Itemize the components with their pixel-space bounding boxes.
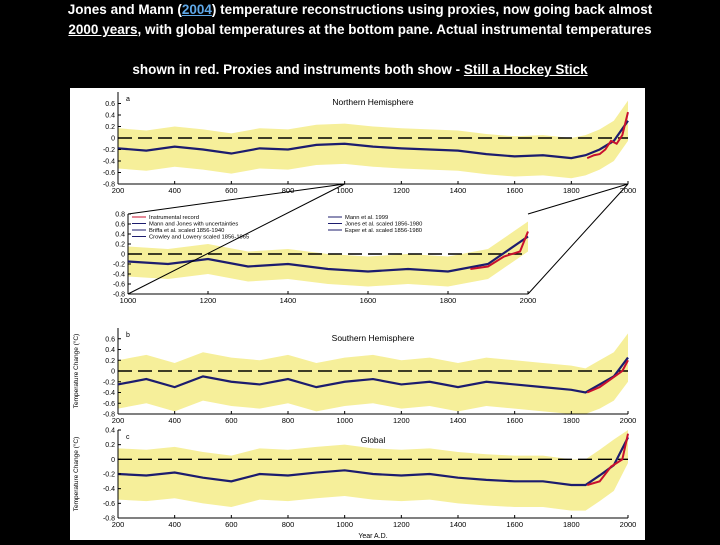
x-tick-label: 1200 — [393, 520, 410, 529]
y-tick-label: 0 — [121, 252, 125, 259]
uncertainty-band — [118, 101, 628, 179]
y-tick-label: 0.6 — [115, 222, 125, 229]
y-tick-label: -0.8 — [103, 412, 115, 419]
y-tick-label: -0.2 — [103, 147, 115, 154]
legend-entry: Mann et al. 1999 — [345, 215, 388, 221]
y-tick-label: -0.6 — [103, 501, 115, 508]
x-tick-label: 800 — [282, 520, 295, 529]
y-tick-label: -0.6 — [103, 170, 115, 177]
y-tick-label: 0.2 — [115, 242, 125, 249]
y-tick-label: 0.2 — [105, 442, 115, 449]
x-tick-label: 1400 — [450, 520, 467, 529]
y-tick-label: 0 — [111, 457, 115, 464]
y-tick-label: -0.2 — [103, 379, 115, 386]
x-tick-label: 400 — [168, 520, 181, 529]
x-tick-label: 1200 — [200, 296, 217, 305]
y-tick-label: -0.2 — [113, 262, 125, 269]
panel-letter: a — [126, 96, 130, 103]
caption-text: shown in red. Proxies and instruments bo… — [132, 62, 464, 77]
x-tick-label: 400 — [168, 186, 181, 195]
legend-entry: Jones et al. scaled 1856-1980 — [345, 222, 422, 228]
x-tick-label: 1800 — [440, 296, 457, 305]
y-tick-label: -0.4 — [113, 272, 125, 279]
y-tick-label: -0.4 — [103, 390, 115, 397]
caption-text: ) temperature reconstructions using prox… — [212, 2, 652, 17]
y-tick-label: -0.2 — [103, 472, 115, 479]
y-tick-label: -0.8 — [103, 182, 115, 189]
uncertainty-band — [118, 333, 628, 414]
legend-entry: Mann and Jones with uncertainties — [149, 222, 238, 228]
panel-title: Global — [361, 435, 386, 445]
y-tick-label: -0.6 — [103, 401, 115, 408]
x-tick-label: 400 — [168, 416, 181, 425]
y-tick-label: -0.4 — [103, 159, 115, 166]
y-tick-label: 0 — [111, 136, 115, 143]
x-tick-label: 2000 — [520, 296, 537, 305]
panel-title: Northern Hemisphere — [332, 97, 414, 107]
y-axis-label: Temperature Change (°C) — [72, 437, 80, 512]
caption-text: Jones and Mann ( — [68, 2, 182, 17]
x-tick-label: 800 — [282, 186, 295, 195]
x-axis-label: Year A.D. — [358, 533, 387, 540]
x-tick-label: 1600 — [360, 296, 377, 305]
caption-text: , with global temperatures at the bottom… — [137, 22, 651, 37]
y-axis-label: Temperature Change (°C) — [72, 334, 80, 409]
x-tick-label: 1000 — [336, 520, 353, 529]
y-tick-label: -0.8 — [103, 516, 115, 523]
x-tick-label: 1400 — [450, 186, 467, 195]
hockey-stick-link[interactable]: Still a Hockey Stick — [464, 62, 588, 77]
x-tick-label: 1800 — [563, 416, 580, 425]
y-tick-label: 0.2 — [105, 124, 115, 131]
x-tick-label: 800 — [282, 416, 295, 425]
y-tick-label: 0 — [111, 369, 115, 376]
y-tick-label: -0.6 — [113, 282, 125, 289]
zoom-connector — [528, 184, 628, 294]
y-tick-label: 0.6 — [105, 101, 115, 108]
legend-entry: Briffa et al. scaled 1856-1940 — [149, 228, 224, 234]
y-tick-label: -0.8 — [113, 292, 125, 299]
x-tick-label: 1600 — [506, 186, 523, 195]
x-tick-label: 1400 — [450, 416, 467, 425]
y-tick-label: 0.4 — [105, 113, 115, 120]
y-tick-label: 0.4 — [115, 232, 125, 239]
panel-title: Southern Hemisphere — [332, 333, 415, 343]
y-tick-label: 0.8 — [115, 212, 125, 219]
y-tick-label: 0.4 — [105, 347, 115, 354]
years-link[interactable]: 2000 years — [68, 22, 137, 37]
x-tick-label: 1600 — [506, 520, 523, 529]
x-tick-label: 1200 — [393, 186, 410, 195]
legend-entry: Esper et al. scaled 1856-1980 — [345, 228, 422, 234]
x-tick-label: 1400 — [280, 296, 297, 305]
x-tick-label: 600 — [225, 520, 238, 529]
y-tick-label: 0.2 — [105, 358, 115, 365]
x-tick-label: 1200 — [393, 416, 410, 425]
caption-line-3: shown in red. Proxies and instruments bo… — [0, 62, 720, 77]
x-tick-label: 2000 — [620, 520, 637, 529]
y-tick-label: 0.4 — [105, 428, 115, 435]
y-tick-label: 0.6 — [105, 336, 115, 343]
year-link[interactable]: 2004 — [182, 2, 212, 17]
x-tick-label: 1000 — [336, 416, 353, 425]
x-tick-label: 1600 — [506, 416, 523, 425]
x-tick-label: 600 — [225, 186, 238, 195]
caption: Jones and Mann (2004) temperature recons… — [0, 0, 720, 40]
x-tick-label: 1800 — [563, 186, 580, 195]
x-tick-label: 2000 — [620, 416, 637, 425]
panel-letter: b — [126, 332, 130, 339]
y-tick-label: -0.4 — [103, 486, 115, 493]
legend-entry: Instrumental record — [149, 215, 199, 221]
panel-letter: c — [126, 434, 130, 441]
x-tick-label: 1800 — [563, 520, 580, 529]
x-tick-label: 600 — [225, 416, 238, 425]
